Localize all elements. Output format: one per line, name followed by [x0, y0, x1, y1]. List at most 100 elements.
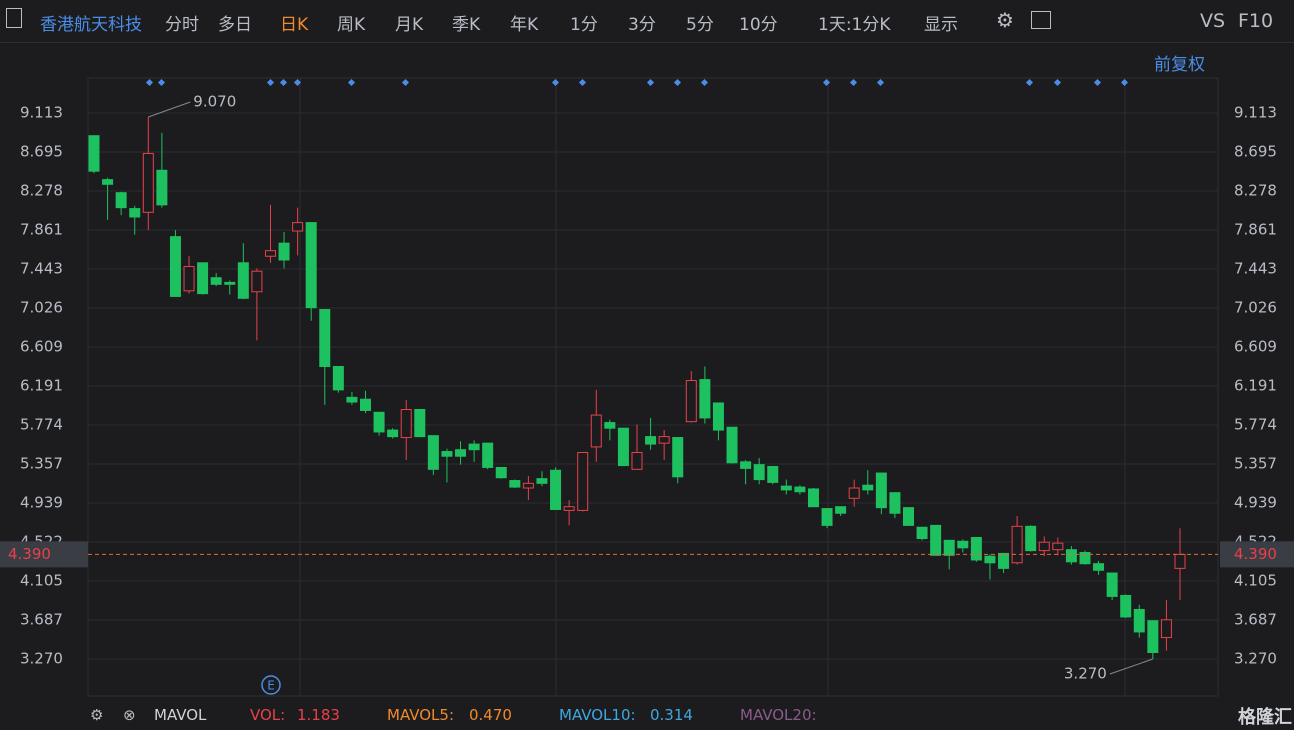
candle-body: [740, 461, 752, 469]
y-tick-label: 7.026: [20, 299, 63, 317]
candle-body: [645, 436, 657, 445]
candle-body: [794, 486, 806, 493]
candle-body: [767, 466, 779, 483]
event-marker: [578, 78, 587, 87]
event-marker: [266, 78, 275, 87]
candle-body: [590, 414, 602, 448]
event-marker[interactable]: [261, 675, 281, 695]
period-tab[interactable]: 年K: [510, 15, 539, 35]
candle-body: [292, 222, 304, 232]
candle-body: [957, 540, 969, 549]
event-marker: [822, 78, 831, 87]
candle-body: [156, 169, 168, 206]
candle-body: [875, 472, 887, 509]
candle-body: [387, 429, 399, 438]
candle-body: [373, 411, 385, 433]
settings-icon[interactable]: ⚙: [90, 706, 104, 724]
candle-body: [984, 555, 996, 564]
event-marker: [347, 78, 356, 87]
event-marker: [401, 78, 410, 87]
last-price-label-right: 4.390: [1234, 545, 1277, 563]
period-tab[interactable]: 月K: [395, 15, 424, 35]
candle-body: [183, 266, 195, 292]
period-tab[interactable]: 分时: [165, 15, 199, 35]
period-tab[interactable]: 周K: [337, 15, 366, 35]
y-tick-label-right: 7.443: [1234, 260, 1277, 278]
y-tick-label: 5.774: [20, 416, 63, 434]
candle-body: [563, 506, 575, 511]
candle-body: [821, 508, 833, 526]
candle-body: [468, 443, 480, 451]
stock-name[interactable]: 香港航天科技: [40, 15, 142, 35]
sidebar-toggle[interactable]: [6, 8, 22, 28]
candle-body: [251, 270, 263, 293]
candle-body: [604, 422, 616, 429]
candle-body: [780, 485, 792, 491]
candle-body: [848, 487, 860, 499]
candle-body: [346, 396, 358, 403]
y-tick-label: 9.113: [20, 103, 63, 121]
indicator-name[interactable]: MAVOL: [154, 706, 207, 724]
candle-body: [441, 451, 453, 457]
candle-body: [102, 179, 114, 185]
event-marker-icon[interactable]: E: [267, 679, 275, 693]
candle-body: [237, 262, 249, 299]
indicator-bar: ⚙ ⊗ MAVOL VOL: 1.183 MAVOL5: 0.470 MAVOL…: [0, 700, 1294, 730]
event-marker: [293, 78, 302, 87]
candle-body: [536, 478, 548, 484]
settings-icon[interactable]: ⚙: [996, 8, 1014, 32]
price-tag: [0, 541, 88, 568]
period-tab[interactable]: 5分: [686, 15, 714, 35]
period-tab[interactable]: 日K: [280, 15, 309, 35]
adjust-select[interactable]: 前复权: [1154, 55, 1205, 75]
candle-body: [699, 379, 711, 419]
candle-body: [970, 537, 982, 561]
candle-body: [224, 281, 236, 285]
price-tag: [1220, 541, 1294, 568]
candle-body: [129, 208, 141, 218]
candle-body: [482, 442, 494, 468]
close-icon[interactable]: ⊗: [123, 706, 136, 724]
candle-body: [1120, 594, 1132, 618]
event-marker: [700, 78, 709, 87]
display-menu[interactable]: 显示: [924, 15, 958, 35]
layout-icon[interactable]: [1031, 11, 1051, 29]
event-marker: [876, 78, 885, 87]
period-tab[interactable]: 多日: [218, 15, 252, 35]
candle-body: [427, 435, 439, 470]
event-marker: [673, 78, 682, 87]
period-tab[interactable]: 1分: [570, 15, 598, 35]
candle-body: [1052, 542, 1064, 551]
y-tick-label: 4.105: [20, 571, 63, 589]
vol-label: VOL:: [250, 706, 286, 724]
ma20-label: MAVOL20:: [740, 706, 817, 724]
period-tab[interactable]: 10分: [739, 15, 778, 35]
candle-body: [169, 236, 181, 297]
y-tick-label: 7.861: [20, 220, 63, 238]
candle-body: [672, 437, 684, 478]
candle-body: [1133, 608, 1145, 633]
candle-body: [210, 277, 222, 285]
period-select[interactable]: 1天:1分K: [818, 15, 891, 35]
candle-body: [332, 366, 344, 391]
candle-body: [115, 192, 127, 209]
y-tick-label: 8.695: [20, 143, 63, 161]
candle-body: [88, 135, 100, 172]
candle-body: [685, 380, 697, 423]
period-tab[interactable]: 3分: [628, 15, 656, 35]
y-tick-label-right: 4.105: [1234, 571, 1277, 589]
y-tick-label: 4.939: [20, 494, 63, 512]
candle-body: [1038, 541, 1050, 552]
f10-button[interactable]: F10: [1238, 10, 1274, 32]
candle-body: [617, 427, 629, 467]
candle-body: [903, 507, 914, 526]
candle-body: [522, 482, 534, 489]
vs-button[interactable]: VS: [1200, 10, 1226, 32]
ma10-value: 0.314: [650, 706, 693, 724]
period-tab[interactable]: 季K: [452, 15, 481, 35]
candle-body: [1160, 619, 1172, 639]
candle-body: [305, 222, 317, 309]
